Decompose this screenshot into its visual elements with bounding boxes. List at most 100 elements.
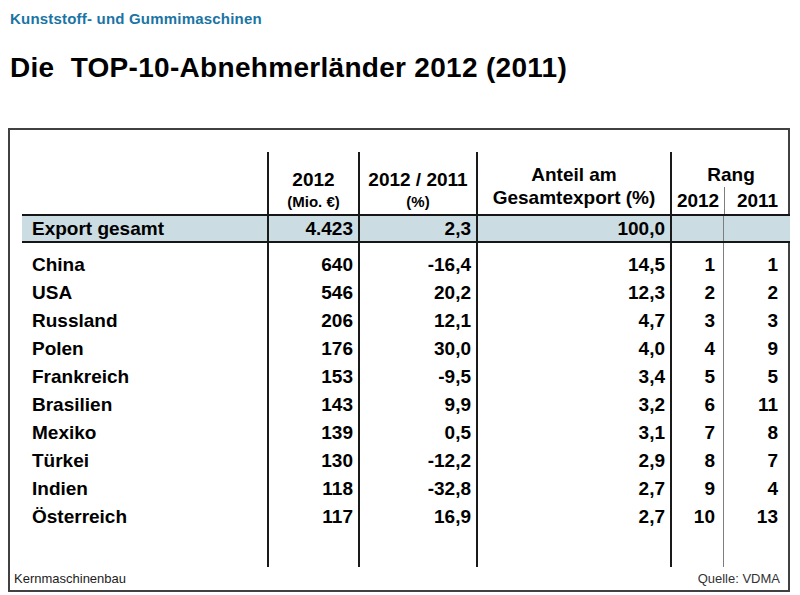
rank-2011: 8 xyxy=(723,419,790,447)
change-pct: 12,1 xyxy=(358,307,476,335)
rank-2011: 3 xyxy=(723,307,790,335)
rank-2012: 4 xyxy=(670,335,723,363)
table-row: Türkei 130 -12,2 2,9 8 7 xyxy=(22,447,790,475)
table-frame: 2012 (Mio. €) 2012 / 2011 (%) Anteil am … xyxy=(8,128,790,592)
page-title: Die TOP-10-Abnehmerländer 2012 (2011) xyxy=(10,52,567,84)
table-row: Polen 176 30,0 4,0 4 9 xyxy=(22,335,790,363)
change-pct: -12,2 xyxy=(358,447,476,475)
share-pct: 3,2 xyxy=(476,391,670,419)
value-2012: 546 xyxy=(267,279,358,307)
country-name: China xyxy=(22,251,267,279)
value-2012: 153 xyxy=(267,363,358,391)
rank-2011: 11 xyxy=(723,391,790,419)
value-2012: 640 xyxy=(267,251,358,279)
rank-2011: 1 xyxy=(723,251,790,279)
total-label: Export gesamt xyxy=(22,216,267,241)
value-2012: 206 xyxy=(267,307,358,335)
header-share-cell: Anteil am Gesamtexport (%) xyxy=(476,152,670,214)
rank-2012: 8 xyxy=(670,447,723,475)
change-pct: 0,5 xyxy=(358,419,476,447)
country-name: Brasilien xyxy=(22,391,267,419)
table-row: Österreich 117 16,9 2,7 10 13 xyxy=(22,503,790,531)
rank-2011: 5 xyxy=(723,363,790,391)
rank-2012: 9 xyxy=(670,475,723,503)
share-pct: 4,7 xyxy=(476,307,670,335)
share-pct: 2,7 xyxy=(476,503,670,531)
value-2012: 139 xyxy=(267,419,358,447)
share-pct: 2,9 xyxy=(476,447,670,475)
rank-2011: 7 xyxy=(723,447,790,475)
share-pct: 2,7 xyxy=(476,475,670,503)
value-2012: 176 xyxy=(267,335,358,363)
country-name: Russland xyxy=(22,307,267,335)
header-change-line1: 2012 / 2011 xyxy=(360,168,476,192)
header-rang-2012: 2012 xyxy=(672,187,724,214)
change-pct: 20,2 xyxy=(358,279,476,307)
footer-source-label: Quelle: VDMA xyxy=(698,571,780,586)
country-name: Österreich xyxy=(22,503,267,531)
header-share-line1: Anteil am xyxy=(478,163,670,187)
header-value-cell: 2012 (Mio. €) xyxy=(267,152,358,214)
country-name: Türkei xyxy=(22,447,267,475)
country-name: Frankreich xyxy=(22,363,267,391)
rank-2012: 10 xyxy=(670,503,723,531)
table-row: USA 546 20,2 12,3 2 2 xyxy=(22,279,790,307)
table-header-row: 2012 (Mio. €) 2012 / 2011 (%) Anteil am … xyxy=(22,152,790,216)
rank-2011: 13 xyxy=(723,503,790,531)
total-rank-2012 xyxy=(670,216,723,241)
table-row: Mexiko 139 0,5 3,1 7 8 xyxy=(22,419,790,447)
header-rang-subrow: 2012 2011 xyxy=(672,187,790,214)
table-row: Brasilien 143 9,9 3,2 6 11 xyxy=(22,391,790,419)
share-pct: 4,0 xyxy=(476,335,670,363)
header-change-cell: 2012 / 2011 (%) xyxy=(358,152,476,214)
rank-2012: 1 xyxy=(670,251,723,279)
table-row: Indien 118 -32,8 2,7 9 4 xyxy=(22,475,790,503)
value-2012: 130 xyxy=(267,447,358,475)
header-change-line2: (%) xyxy=(360,192,476,212)
total-rank-2011 xyxy=(723,216,790,241)
total-change-pct: 2,3 xyxy=(358,216,476,241)
total-value-2012: 4.423 xyxy=(267,216,358,241)
country-name: Indien xyxy=(22,475,267,503)
country-name: USA xyxy=(22,279,267,307)
table-row: Frankreich 153 -9,5 3,4 5 5 xyxy=(22,363,790,391)
change-pct: -9,5 xyxy=(358,363,476,391)
table-row: Russland 206 12,1 4,7 3 3 xyxy=(22,307,790,335)
rank-2011: 2 xyxy=(723,279,790,307)
change-pct: -32,8 xyxy=(358,475,476,503)
rank-2012: 5 xyxy=(670,363,723,391)
header-country-cell xyxy=(22,152,267,214)
table-row: China 640 -16,4 14,5 1 1 xyxy=(22,251,790,279)
value-2012: 143 xyxy=(267,391,358,419)
header-value-line2: (Mio. €) xyxy=(269,192,358,212)
footer-sector-label: Kernmaschinenbau xyxy=(14,571,126,586)
value-2012: 118 xyxy=(267,475,358,503)
value-2012: 117 xyxy=(267,503,358,531)
header-value-line1: 2012 xyxy=(269,168,358,192)
header-rang-2011: 2011 xyxy=(724,187,790,214)
rule-extension-row xyxy=(22,531,790,567)
spacer-row xyxy=(22,243,790,251)
change-pct: 30,0 xyxy=(358,335,476,363)
header-rang-label: Rang xyxy=(672,164,790,187)
share-pct: 3,1 xyxy=(476,419,670,447)
rank-2011: 4 xyxy=(723,475,790,503)
change-pct: -16,4 xyxy=(358,251,476,279)
country-name: Polen xyxy=(22,335,267,363)
rank-2011: 9 xyxy=(723,335,790,363)
share-pct: 12,3 xyxy=(476,279,670,307)
change-pct: 16,9 xyxy=(358,503,476,531)
rank-2012: 7 xyxy=(670,419,723,447)
header-rang-group: Rang 2012 2011 xyxy=(670,152,790,214)
total-share-pct: 100,0 xyxy=(476,216,670,241)
rank-2012: 2 xyxy=(670,279,723,307)
export-table: 2012 (Mio. €) 2012 / 2011 (%) Anteil am … xyxy=(22,152,790,567)
country-name: Mexiko xyxy=(22,419,267,447)
category-eyebrow: Kunststoff- und Gummimaschinen xyxy=(10,10,262,27)
total-row: Export gesamt 4.423 2,3 100,0 xyxy=(22,216,790,243)
change-pct: 9,9 xyxy=(358,391,476,419)
rank-2012: 6 xyxy=(670,391,723,419)
rank-2012: 3 xyxy=(670,307,723,335)
share-pct: 3,4 xyxy=(476,363,670,391)
header-share-line2: Gesamtexport (%) xyxy=(478,186,670,211)
